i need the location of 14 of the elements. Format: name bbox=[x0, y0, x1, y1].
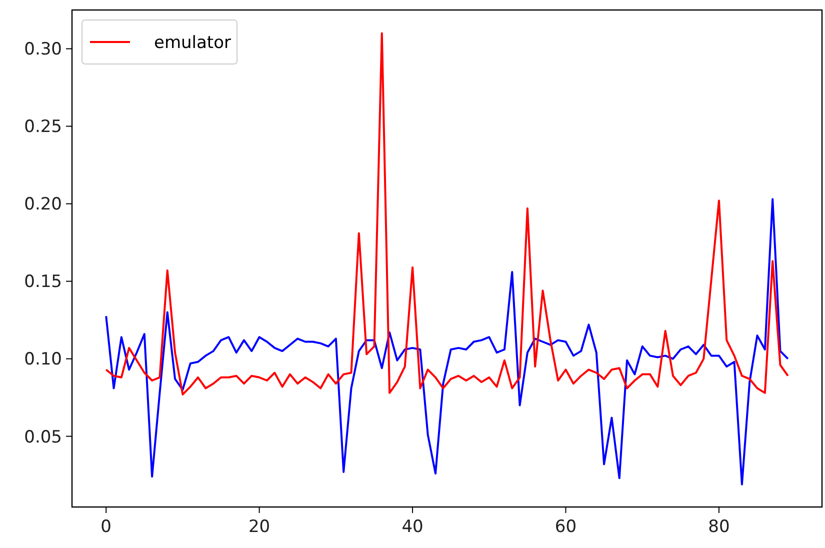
x-tick-label: 80 bbox=[708, 517, 730, 537]
x-tick-label: 20 bbox=[248, 517, 270, 537]
x-tick-label: 60 bbox=[554, 517, 577, 537]
legend-label: emulator bbox=[154, 32, 231, 53]
x-tick-label: 40 bbox=[402, 517, 424, 537]
y-tick-label: 0.10 bbox=[24, 350, 62, 370]
y-tick-label: 0.20 bbox=[24, 194, 62, 215]
y-tick-label: 0.15 bbox=[24, 272, 62, 292]
line-series bbox=[105, 32, 789, 396]
y-tick-label: 0.30 bbox=[24, 40, 62, 60]
y-tick-label: 0.05 bbox=[24, 427, 62, 448]
y-tick-label: 0.25 bbox=[24, 117, 62, 138]
line-series bbox=[105, 198, 789, 486]
x-tick-label: 0 bbox=[100, 517, 112, 537]
